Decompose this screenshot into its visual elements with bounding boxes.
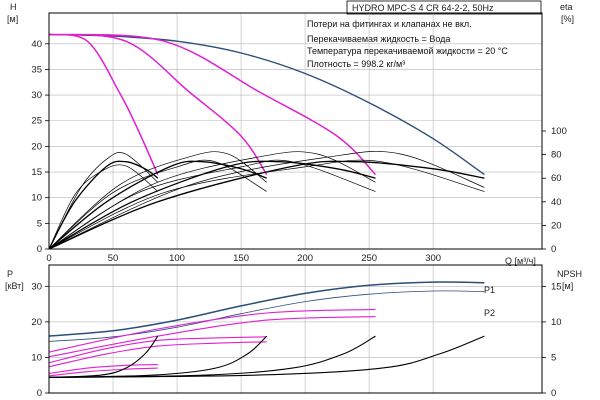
power-tick-label: 0: [37, 388, 42, 399]
head-tick-label: 10: [31, 193, 42, 204]
head-series-head_op: [48, 164, 159, 250]
head-tick-label: 5: [37, 218, 42, 229]
head-series-setpoint: [48, 33, 159, 175]
power-axis-label: P: [7, 269, 13, 279]
power-series-p2: [48, 290, 485, 342]
head-series-head_op: [48, 151, 267, 250]
flow-tick-label: 0: [46, 253, 51, 264]
flow-tick-label: 300: [425, 253, 441, 264]
eta-tick-label: 20: [551, 220, 562, 231]
head-series-head_op: [48, 159, 267, 250]
legend-p2: P2: [484, 308, 495, 318]
head-axis-unit: [м]: [7, 14, 18, 24]
power-series-npsh: [48, 335, 485, 378]
head-series-head_op: [48, 151, 485, 250]
head-series-setpoint: [48, 33, 268, 176]
note-temperature: Температура перекачиваемой жидкости = 20…: [307, 46, 508, 56]
head-series-max: [48, 33, 485, 176]
eta-tick-label: 80: [551, 150, 562, 161]
eta-axis-label: eta: [560, 2, 573, 12]
head-tick-label: 25: [31, 116, 42, 127]
head-plot-frame: [48, 12, 543, 250]
head-series-head_op: [48, 159, 376, 250]
head-series-setpoint: [48, 33, 377, 176]
head-series-eta: [48, 160, 159, 250]
power-tick-labels: 0 10 20 30 0 5 10 15: [31, 281, 561, 399]
title-box: [346, 0, 542, 15]
head-series-head_op: [48, 151, 376, 250]
npsh-axis-label: NPSH: [557, 269, 582, 279]
power-tick-label: 10: [31, 352, 42, 363]
head-tick-label: 0: [37, 244, 42, 255]
eta-tick-label: 0: [551, 244, 556, 255]
npsh-tick-label: 0: [551, 388, 556, 399]
npsh-tick-label: 15: [551, 281, 562, 292]
head-tick-labels: 0 50 100 150 200 250 300 0 5 10 15 20 25 30 35 40 0 20 40 6…: [31, 39, 566, 264]
power-axis-unit: [кВт]: [5, 281, 24, 291]
note-density: Плотность = 998.2 кг/м³: [307, 59, 405, 69]
eta-tick-label: 100: [551, 126, 567, 137]
head-tick-label: 15: [31, 167, 42, 178]
head-tick-label: 30: [31, 90, 42, 101]
head-tick-label: 20: [31, 141, 42, 152]
npsh-tick-label: 5: [551, 352, 556, 363]
note-liquid: Перекачиваемая жидкость = Вода: [307, 34, 450, 44]
power-tick-label: 20: [31, 317, 42, 328]
npsh-tick-label: 10: [551, 317, 562, 328]
head-series-eta: [48, 160, 376, 250]
power-series-pump: [48, 364, 158, 374]
flow-axis-label: Q [м³/ч]: [505, 256, 536, 266]
power-plot-frame: [48, 264, 543, 394]
head-series-eta: [48, 160, 267, 250]
power-series-pump: [48, 367, 158, 377]
flow-tick-label: 250: [361, 253, 377, 264]
note-fittings: Потери на фитингах и клапанах не вкл.: [307, 19, 472, 29]
power-series-pump: [48, 341, 267, 368]
eta-axis-unit: [%]: [561, 14, 574, 24]
flow-tick-label: 200: [297, 253, 313, 264]
legend-p1: P1: [484, 285, 495, 295]
head-tick-label: 35: [31, 64, 42, 75]
head-series-eta: [48, 160, 485, 250]
flow-tick-label: 100: [169, 253, 185, 264]
flow-tick-label: 150: [233, 253, 249, 264]
eta-tick-label: 40: [551, 197, 562, 208]
power-series: [48, 281, 485, 378]
npsh-axis-unit: [м]: [562, 281, 573, 291]
head-tick-label: 40: [31, 39, 42, 50]
head-series: [48, 33, 485, 250]
flow-tick-label: 50: [108, 253, 119, 264]
power-series-p1: [48, 281, 485, 337]
head-axis-label: H: [10, 2, 17, 12]
power-series-pump: [48, 316, 376, 358]
head-series-head_op: [48, 152, 159, 250]
power-series-pump: [48, 336, 267, 364]
power-series-npsh: [48, 335, 159, 378]
chart-title: HYDRO MPC-S 4 CR 64-2-2, 50Hz: [352, 3, 494, 13]
power-tick-label: 30: [31, 281, 42, 292]
eta-tick-label: 60: [551, 173, 562, 184]
power-series-pump: [48, 308, 376, 353]
head-series-head_op: [48, 159, 485, 250]
